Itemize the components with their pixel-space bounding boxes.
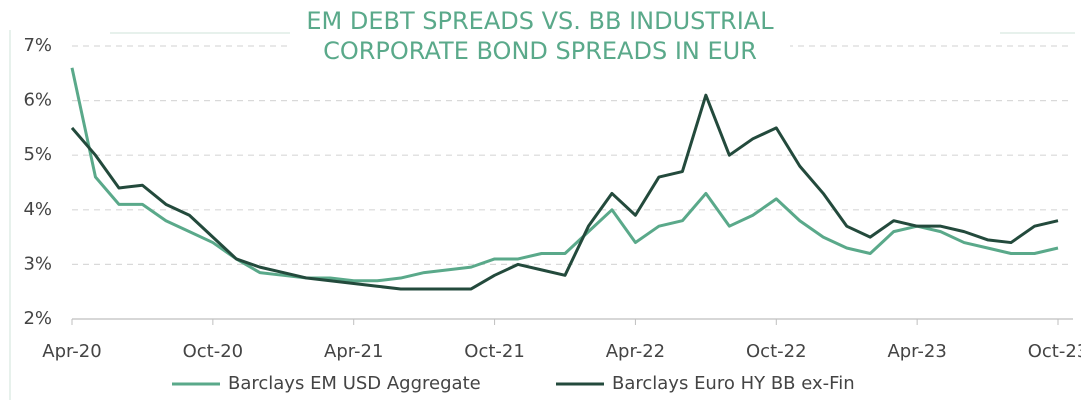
x-tick-label: Oct-23 bbox=[1028, 341, 1081, 362]
x-tick-label: Apr-22 bbox=[606, 341, 665, 362]
legend-label: Barclays EM USD Aggregate bbox=[228, 373, 481, 394]
x-tick-label: Apr-20 bbox=[42, 341, 101, 362]
chart-title: EM DEBT SPREADS VS. BB INDUSTRIAL CORPOR… bbox=[290, 6, 790, 66]
x-tick-label: Apr-23 bbox=[887, 341, 946, 362]
series-line bbox=[70, 67, 1059, 283]
y-tick-label: 3% bbox=[23, 253, 52, 274]
y-tick-label: 5% bbox=[23, 144, 52, 165]
y-tick-label: 6% bbox=[23, 90, 52, 111]
series-line bbox=[70, 93, 1059, 291]
x-tick-label: Apr-21 bbox=[324, 341, 383, 362]
x-tick-label: Oct-20 bbox=[183, 341, 244, 362]
x-tick-label: Oct-22 bbox=[746, 341, 807, 362]
y-tick-label: 4% bbox=[23, 199, 52, 220]
legend-label: Barclays Euro HY BB ex-Fin bbox=[612, 373, 855, 394]
x-tick-label: Oct-21 bbox=[464, 341, 525, 362]
y-tick-label: 2% bbox=[23, 308, 52, 329]
y-tick-label: 7% bbox=[23, 35, 52, 56]
